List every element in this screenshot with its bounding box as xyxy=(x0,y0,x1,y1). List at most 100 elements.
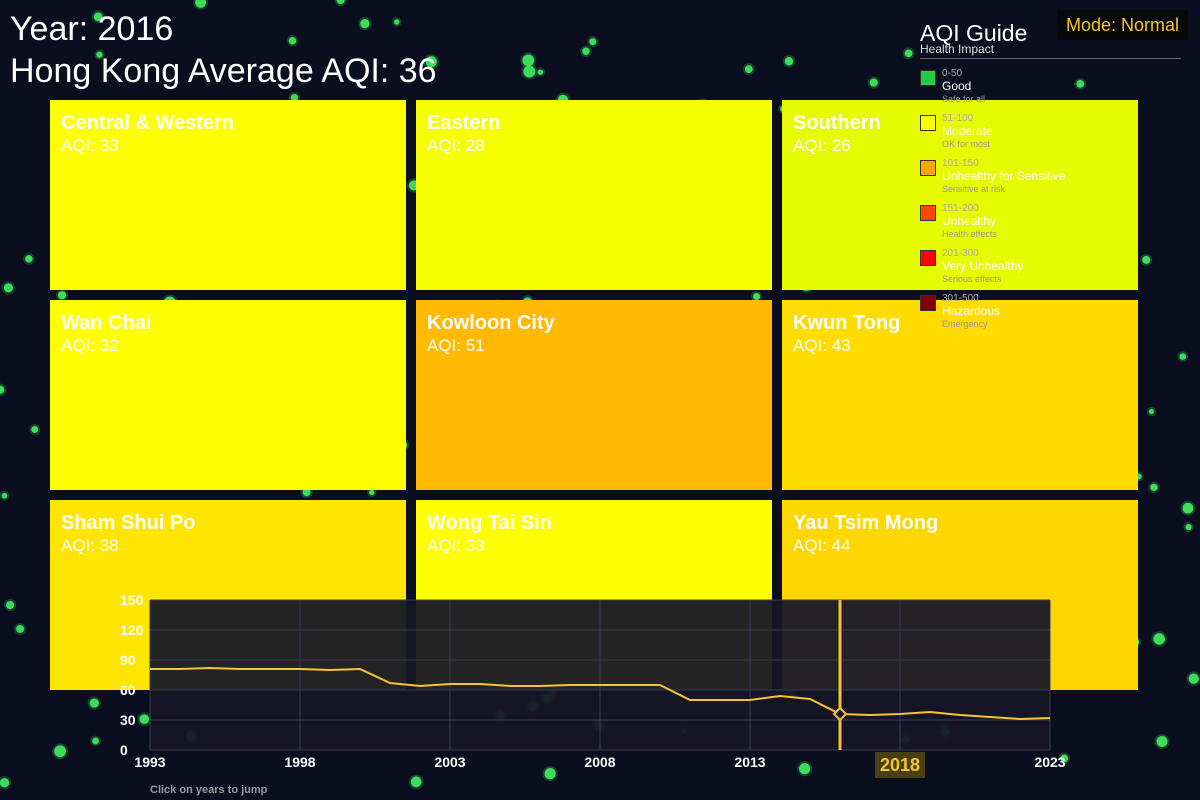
legend-subtitle: Health Impact xyxy=(920,42,995,56)
x-tick-year-button[interactable]: 2003 xyxy=(434,754,465,770)
particle xyxy=(1058,752,1071,765)
legend-range: 101-150 xyxy=(942,158,979,169)
district-name: Eastern xyxy=(427,112,501,134)
district-name: Yau Tsim Mong xyxy=(793,512,939,534)
particle xyxy=(1074,77,1087,90)
particle xyxy=(1180,500,1196,516)
district-name: Wong Tai Sin xyxy=(427,512,552,534)
district-tile[interactable]: Wan Chai AQI: 32 xyxy=(50,300,406,490)
legend-label: Unhealthy for Sensitive xyxy=(942,169,1066,183)
particle xyxy=(23,253,35,265)
district-aqi: AQI: 51 xyxy=(427,336,485,355)
district-tile[interactable]: Southern AQI: 26 xyxy=(782,100,1138,290)
particle xyxy=(334,0,347,7)
legend-range: 151-200 xyxy=(942,203,979,214)
y-tick-label: 0 xyxy=(120,742,128,758)
particle xyxy=(367,487,377,498)
legend-range: 0-50 xyxy=(942,68,963,79)
particle xyxy=(797,761,813,777)
particle xyxy=(0,776,12,790)
particle xyxy=(91,10,105,24)
legend-description: OK for most xyxy=(942,139,991,149)
legend-description: Sensitive at risk xyxy=(942,184,1006,194)
particle xyxy=(782,55,796,68)
legend-label: Good xyxy=(942,79,972,93)
particle xyxy=(1183,522,1194,533)
legend-label: Hazardous xyxy=(942,304,1001,318)
district-name: Sham Shui Po xyxy=(61,512,196,534)
district-tile[interactable]: Kwun Tong AQI: 43 xyxy=(782,300,1138,490)
average-aqi-title: Hong Kong Average AQI: 36 xyxy=(10,52,437,90)
district-aqi: AQI: 32 xyxy=(61,336,119,355)
particle xyxy=(193,0,209,10)
particle xyxy=(87,696,101,710)
legend-swatch xyxy=(920,250,936,266)
legend-item: 0-50 Good Safe for all xyxy=(920,68,1182,113)
legend-divider xyxy=(920,58,1181,59)
particle xyxy=(14,622,27,635)
legend-title: AQI Guide xyxy=(920,20,1028,46)
particle xyxy=(1,281,15,295)
legend-item: 301-500 Hazardous Emergency xyxy=(920,293,1182,338)
district-name: Central & Western xyxy=(61,112,235,134)
selected-point-marker xyxy=(832,706,848,722)
particle xyxy=(1186,671,1200,686)
particle xyxy=(286,35,299,47)
particle xyxy=(0,490,10,501)
district-name: Kowloon City xyxy=(427,312,555,334)
particle xyxy=(137,712,152,727)
legend-description: Health effects xyxy=(942,229,997,239)
particle xyxy=(751,290,763,303)
particle xyxy=(52,743,68,760)
particle xyxy=(520,52,537,69)
particle xyxy=(1140,253,1153,266)
district-tile[interactable]: Eastern AQI: 28 xyxy=(416,100,772,290)
district-tile[interactable]: Kowloon City AQI: 51 xyxy=(416,300,772,490)
legend-label: Moderate xyxy=(942,124,993,138)
aqi-series-line xyxy=(150,666,1051,721)
x-tick-year-button[interactable]: 2013 xyxy=(734,754,765,770)
district-aqi: AQI: 38 xyxy=(61,536,119,555)
legend-description: Safe for all xyxy=(942,94,986,104)
x-tick-year-button[interactable]: 2018 xyxy=(880,755,920,775)
x-tick-year-button[interactable]: 2023 xyxy=(1034,754,1065,770)
particle xyxy=(580,45,592,58)
district-aqi: AQI: 43 xyxy=(793,336,851,355)
particle xyxy=(391,17,402,27)
x-tick-year-button[interactable]: 1993 xyxy=(134,754,165,770)
district-aqi: AQI: 26 xyxy=(793,136,851,155)
particle xyxy=(867,76,880,89)
legend-description: Emergency xyxy=(942,319,988,329)
particle xyxy=(0,383,7,396)
legend-label: Very Unhealthy xyxy=(942,259,1024,273)
year-title: Year: 2016 xyxy=(10,10,174,48)
district-aqi: AQI: 44 xyxy=(793,536,851,555)
particle xyxy=(1154,733,1170,749)
particle xyxy=(90,735,101,747)
legend-swatch xyxy=(920,295,936,311)
mode-toggle-button[interactable]: Mode: Normal xyxy=(1057,10,1188,40)
x-tick-year-button[interactable]: 2008 xyxy=(584,754,615,770)
particle xyxy=(742,63,755,75)
particle xyxy=(1146,406,1157,417)
x-tick-year-button[interactable]: 1998 xyxy=(284,754,315,770)
legend-item: 201-300 Very Unhealthy Serious effects xyxy=(920,248,1182,293)
particle xyxy=(358,16,372,31)
particle xyxy=(521,63,538,80)
particle xyxy=(29,423,41,435)
district-tile[interactable]: Central & Western AQI: 33 xyxy=(50,100,406,290)
legend-swatch xyxy=(920,70,936,86)
y-tick-label: 90 xyxy=(120,652,136,668)
legend-swatch xyxy=(920,115,936,131)
particle xyxy=(1151,631,1167,647)
district-name: Southern xyxy=(793,112,881,134)
district-name: Wan Chai xyxy=(61,312,152,334)
y-tick-label: 60 xyxy=(120,682,136,698)
legend-range: 301-500 xyxy=(942,293,979,304)
legend-range: 51-100 xyxy=(942,113,974,124)
legend-swatch xyxy=(920,160,936,176)
legend-description: Serious effects xyxy=(942,274,1002,284)
particle xyxy=(587,36,599,48)
particle xyxy=(55,289,69,302)
